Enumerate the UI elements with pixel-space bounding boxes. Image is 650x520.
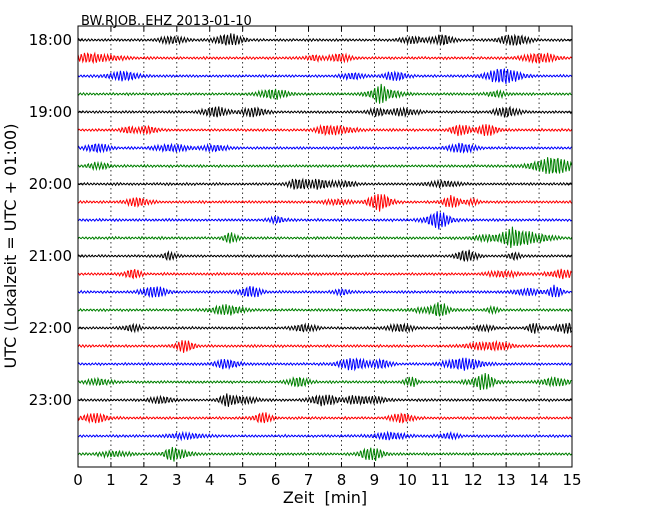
x-tick-label-4: 4: [205, 471, 215, 489]
x-tick-label-1: 1: [106, 471, 116, 489]
grid-lines: [110, 26, 540, 467]
x-axis-ticks: 0 1 2 3 4 5 6 7 8 9 10 11 12 13 14 15: [73, 26, 582, 489]
y-tick-label-4: 22:00: [29, 319, 72, 337]
chart-title: BW.RJOB..EHZ 2013-01-10: [81, 14, 252, 29]
x-tick-label-6: 6: [271, 471, 281, 489]
trace-13: [77, 249, 572, 263]
trace-20: [77, 372, 572, 390]
trace-5: [77, 105, 573, 119]
x-tick-label-7: 7: [304, 471, 314, 489]
trace-1: [77, 33, 572, 47]
trace-2: [77, 51, 572, 65]
trace-9: [77, 177, 573, 190]
x-tick-label-14: 14: [530, 471, 549, 489]
trace-16: [77, 302, 573, 317]
trace-10: [77, 194, 572, 212]
y-tick-label-0: 18:00: [29, 31, 72, 49]
x-tick-label-0: 0: [73, 471, 83, 489]
trace-17: [78, 322, 572, 334]
trace-8: [77, 157, 573, 174]
x-tick-label-2: 2: [139, 471, 149, 489]
y-tick-label-2: 20:00: [29, 175, 72, 193]
trace-14: [77, 268, 572, 280]
x-tick-label-3: 3: [172, 471, 182, 489]
y-axis-ticks: 18:00 19:00 20:00 21:00 22:00 23:00: [29, 31, 572, 409]
x-tick-label-12: 12: [464, 471, 483, 489]
y-tick-label-1: 19:00: [29, 103, 72, 121]
trace-21: [77, 393, 573, 407]
trace-12: [77, 226, 573, 248]
trace-3: [77, 68, 573, 84]
x-tick-label-11: 11: [431, 471, 450, 489]
trace-15: [77, 284, 572, 299]
trace-6: [77, 123, 573, 137]
trace-7: [77, 142, 572, 154]
x-tick-label-13: 13: [497, 471, 516, 489]
x-tick-label-8: 8: [337, 471, 347, 489]
trace-24: [77, 446, 572, 462]
x-tick-label-9: 9: [370, 471, 380, 489]
trace-11: [77, 211, 572, 230]
x-tick-label-5: 5: [238, 471, 248, 489]
x-axis-label: Zeit [min]: [283, 488, 367, 507]
plot-area-frame: [77, 25, 573, 468]
y-tick-label-5: 23:00: [29, 391, 72, 409]
x-tick-label-15: 15: [562, 471, 581, 489]
trace-23: [77, 430, 572, 442]
y-tick-label-3: 21:00: [29, 247, 72, 265]
trace-22: [77, 412, 573, 424]
seismogram-traces: [77, 33, 573, 462]
x-tick-label-10: 10: [398, 471, 417, 489]
trace-4: [77, 83, 572, 104]
trace-19: [77, 357, 573, 372]
trace-18: [77, 339, 573, 353]
y-axis-label: UTC (Lokalzeit = UTC + 01:00): [1, 124, 20, 369]
